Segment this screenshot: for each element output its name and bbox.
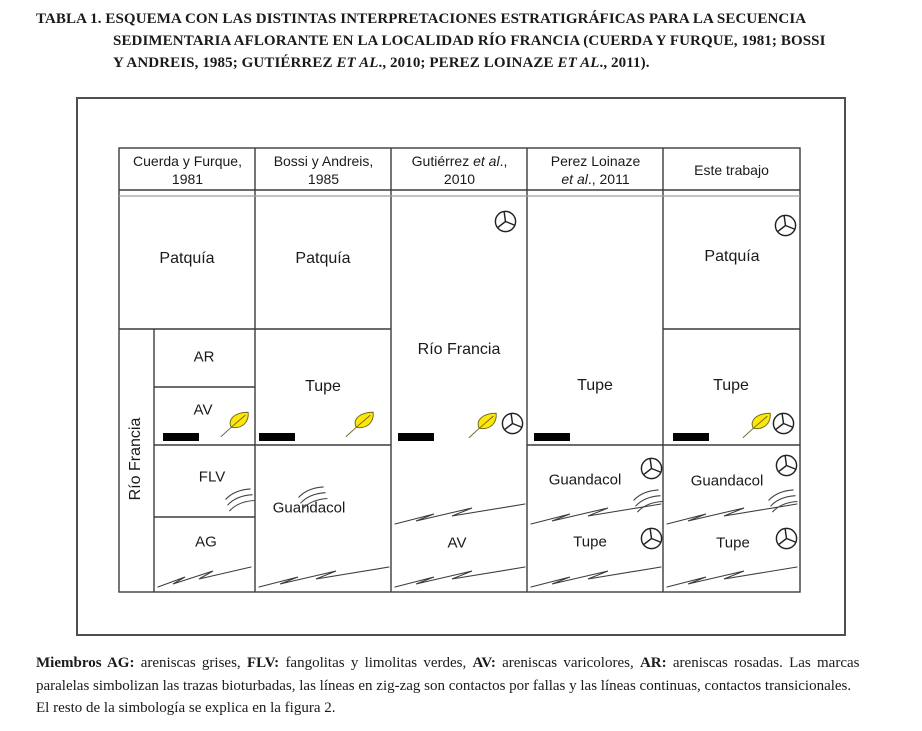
unit-label-patquia: Patquía <box>295 250 351 267</box>
unit-label-tupe: Tupe <box>713 377 749 394</box>
unit-label-patquia: Patquía <box>159 250 215 267</box>
member-label-flv: FLV <box>198 468 226 486</box>
fault-contact-zigzag <box>666 503 798 525</box>
unit-label-patquia: Patquía <box>704 248 760 265</box>
bioturbation-traces-icon <box>298 486 328 510</box>
bioturbation-traces-icon <box>225 488 255 512</box>
fault-contact-zigzag <box>394 503 526 525</box>
bioturbation-traces-icon <box>633 489 663 513</box>
caption-line-3: El resto de la simbología se explica en … <box>36 700 336 716</box>
title-line-2: SEDIMENTARIA AFLORANTE EN LA LOCALIDAD R… <box>113 33 826 49</box>
transitional-contact-bar <box>534 433 570 441</box>
unit-label-tupe-lower: Tupe <box>573 533 607 551</box>
figure-frame: Cuerda y Furque, 1981 Bossi y Andreis, 1… <box>76 97 846 636</box>
three-spoke-wheel-icon <box>640 457 663 480</box>
fault-contact-zigzag <box>157 566 252 588</box>
leaf-icon <box>742 412 771 439</box>
figure-caption: Miembros AG: areniscas grises, FLV: fang… <box>36 652 902 720</box>
fault-contact-zigzag <box>530 503 662 525</box>
unit-label-guandacol: Guandacol <box>272 499 346 517</box>
member-label-av: AV <box>193 401 213 419</box>
unit-label-av: AV <box>447 534 467 552</box>
transitional-contact-bar <box>163 433 199 441</box>
transitional-contact-bar <box>398 433 434 441</box>
column-header-gutierrez-2010: Gutiérrez et al., 2010 <box>411 153 508 187</box>
unit-label-tupe-lower: Tupe <box>716 534 750 552</box>
group-label-rio-francia: Río Francia <box>127 417 144 501</box>
unit-label-tupe: Tupe <box>305 378 341 395</box>
fault-contact-zigzag <box>666 566 798 588</box>
fault-contact-zigzag <box>258 566 390 588</box>
three-spoke-wheel-icon <box>494 210 517 233</box>
title-line-1: TABLA 1. ESQUEMA CON LAS DISTINTAS INTER… <box>36 11 807 27</box>
column-header-bossi-andreis-1985: Bossi y Andreis, 1985 <box>273 153 374 187</box>
leaf-icon <box>468 412 497 439</box>
fault-contact-zigzag <box>530 566 662 588</box>
column-header-este-trabajo: Este trabajo <box>694 162 769 178</box>
member-label-ag: AG <box>195 533 217 551</box>
transitional-contact-bar <box>673 433 709 441</box>
unit-label-guandacol: Guandacol <box>690 472 764 490</box>
stratigraphic-table-grid <box>118 147 801 593</box>
fault-contact-zigzag <box>394 566 526 588</box>
bioturbation-traces-icon <box>768 489 798 513</box>
unit-label-rio-francia: Río Francia <box>417 341 501 358</box>
table-outline <box>118 147 801 593</box>
three-spoke-wheel-icon <box>640 527 663 550</box>
leaf-icon <box>345 411 374 438</box>
three-spoke-wheel-icon <box>501 412 524 435</box>
column-header-perez-loinaze-2011: Perez Loinaze et al., 2011 <box>550 153 641 187</box>
title-line-3: Y ANDREIS, 1985; GUTIÉRREZ ET AL., 2010;… <box>113 55 650 71</box>
three-spoke-wheel-icon <box>775 527 798 550</box>
caption-line-2: paralelas simbolizan las trazas bioturba… <box>36 677 852 694</box>
three-spoke-wheel-icon <box>774 214 797 237</box>
table-title: TABLA 1. ESQUEMA CON LAS DISTINTAS INTER… <box>36 8 898 74</box>
column-header-cuerda-furque-1981: Cuerda y Furque, 1981 <box>133 153 242 187</box>
leaf-icon <box>220 411 249 438</box>
three-spoke-wheel-icon <box>775 454 798 477</box>
caption-line-1: Miembros AG: areniscas grises, FLV: fang… <box>36 655 860 671</box>
unit-label-tupe: Tupe <box>577 377 613 394</box>
three-spoke-wheel-icon <box>772 412 795 435</box>
unit-label-guandacol: Guandacol <box>548 471 622 489</box>
transitional-contact-bar <box>259 433 295 441</box>
member-label-ar: AR <box>193 348 215 366</box>
